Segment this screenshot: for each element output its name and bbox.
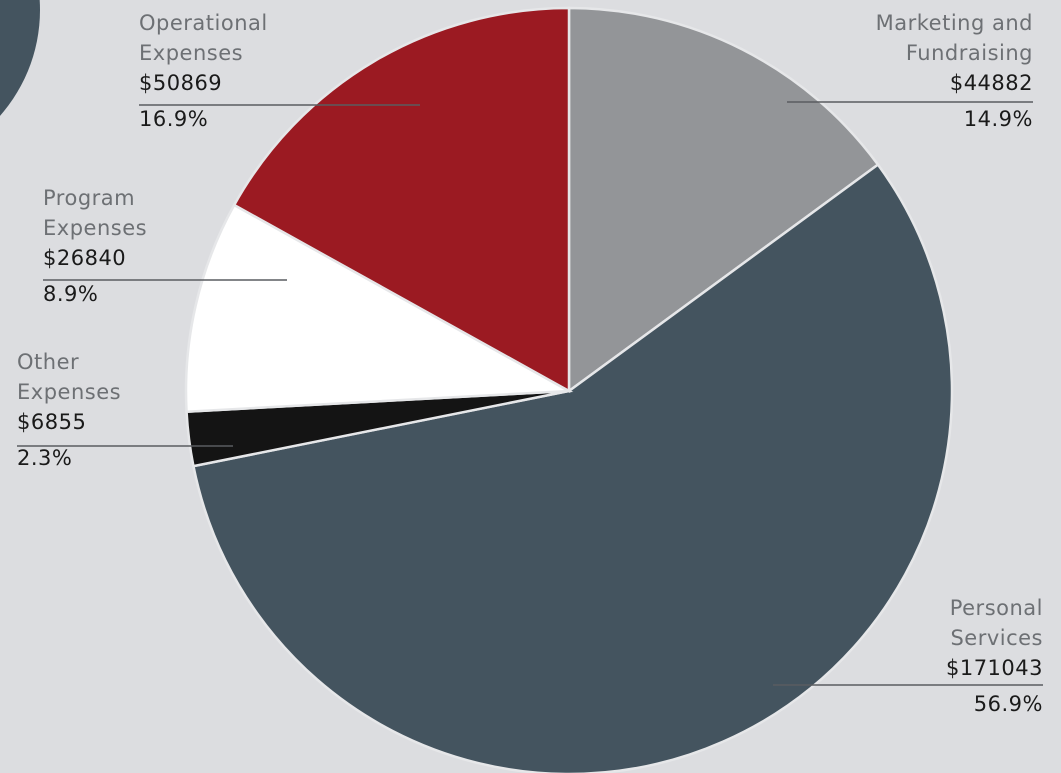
decor-circle bbox=[0, 0, 40, 116]
value-label: $171043 bbox=[945, 656, 1043, 680]
value-label: $26840 bbox=[43, 246, 127, 270]
category-label: Marketing and Fundraising bbox=[875, 11, 1033, 65]
percent-label: 2.3% bbox=[17, 446, 73, 470]
slice-label: Program Expenses $26840 8.9% bbox=[43, 183, 203, 309]
percent-label: 56.9% bbox=[973, 692, 1043, 716]
pie-slice bbox=[567, 6, 880, 394]
slice-label: Marketing and Fundraising $44882 14.9% bbox=[823, 8, 1033, 134]
slice-label: Operational Expenses $50869 16.9% bbox=[139, 8, 309, 134]
value-label: $50869 bbox=[139, 71, 223, 95]
slice-label: Personal Services $171043 56.9% bbox=[903, 593, 1043, 719]
pie-slice bbox=[184, 203, 574, 414]
pie-slice bbox=[191, 162, 954, 773]
percent-label: 8.9% bbox=[43, 282, 99, 306]
category-label: Personal Services bbox=[949, 596, 1043, 650]
value-label: $6855 bbox=[17, 410, 87, 434]
category-label: Program Expenses bbox=[43, 186, 148, 240]
category-label: Operational Expenses bbox=[139, 11, 268, 65]
percent-label: 14.9% bbox=[963, 107, 1033, 131]
percent-label: 16.9% bbox=[139, 107, 209, 131]
category-label: Other Expenses bbox=[17, 350, 122, 404]
slice-label: Other Expenses $6855 2.3% bbox=[17, 347, 177, 473]
pie-slice bbox=[232, 6, 571, 394]
value-label: $44882 bbox=[949, 71, 1033, 95]
